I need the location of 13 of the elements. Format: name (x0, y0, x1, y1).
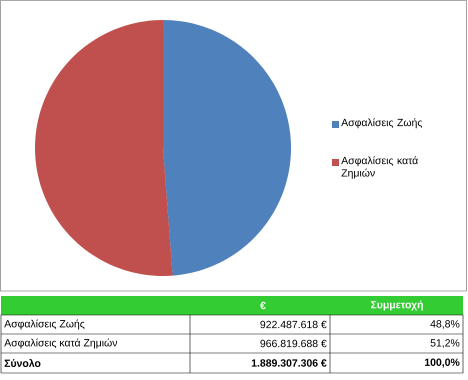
legend-label: Ασφαλίσεις Ζωής (341, 118, 422, 128)
legend-label: Ασφαλίσεις κατά Ζημιών (341, 156, 418, 179)
text: 48,8% (430, 320, 460, 329)
text: € (260, 302, 266, 310)
category-label: Ασφαλίσεις Ζωής (4, 319, 84, 330)
text: Σύνολο (4, 359, 40, 367)
text: 966.819.688 € (260, 340, 327, 348)
text: 922.487.618 € (260, 320, 327, 328)
text: 51,2% (430, 339, 460, 348)
text: Συμμετοχή (370, 300, 423, 310)
slice-label: Ασφαλίσεις κατά Ζημιών (4, 338, 118, 349)
text: 1.889.307.306 € (252, 359, 327, 367)
text: 100,0% (424, 358, 460, 368)
